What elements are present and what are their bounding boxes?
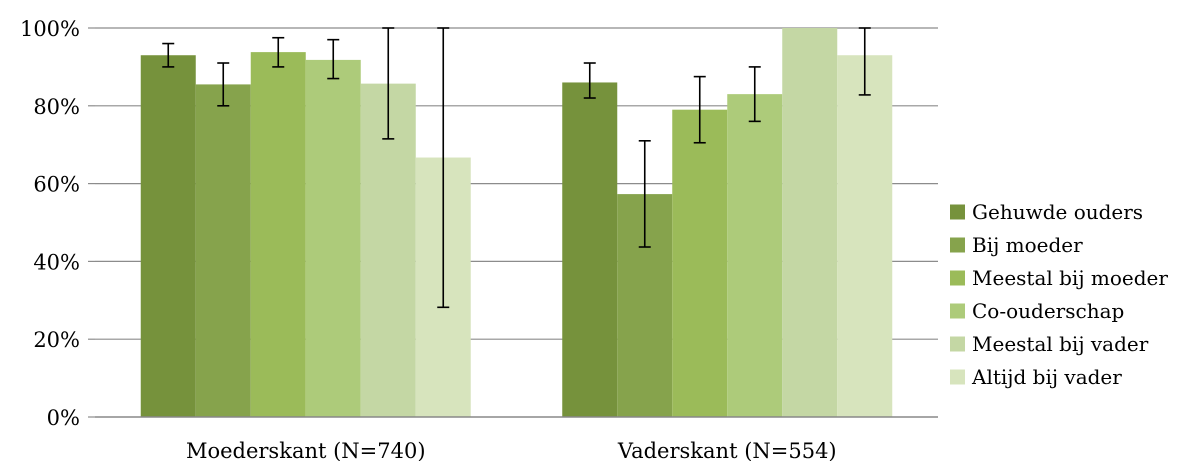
bar <box>562 82 618 418</box>
legend-swatch <box>950 303 965 319</box>
bar <box>672 109 728 417</box>
legend-swatch <box>950 237 965 253</box>
bar <box>195 84 251 417</box>
y-tick-label: 40% <box>33 250 80 274</box>
x-category-label: Vaderskant (N=554) <box>617 439 837 461</box>
y-axis-ticks: 0% 20% 40% 60% 80% 100% <box>20 17 95 430</box>
bar <box>140 55 196 417</box>
y-tick-label: 100% <box>20 17 80 41</box>
bars <box>140 28 893 418</box>
legend-label: Co-ouderschap <box>972 299 1124 323</box>
legend-swatch <box>950 204 965 220</box>
legend: Gehuwde ouders Bij moeder Meestal bij moed… <box>950 200 1168 389</box>
y-tick-label: 60% <box>33 173 80 197</box>
legend-label: Bij moeder <box>972 233 1083 257</box>
legend-label: Altijd bij vader <box>971 365 1122 389</box>
error-bars <box>162 27 871 309</box>
legend-swatch <box>950 369 965 385</box>
bar <box>250 52 306 417</box>
y-tick-label: 0% <box>47 406 80 430</box>
bar <box>782 28 838 417</box>
bar <box>727 94 783 417</box>
y-tick-label: 20% <box>33 328 80 352</box>
bar <box>305 59 361 417</box>
x-category-label: Moederskant (N=740) <box>186 439 426 461</box>
bar <box>837 55 893 417</box>
legend-swatch <box>950 270 965 286</box>
y-tick-label: 80% <box>33 95 80 119</box>
x-axis-categories: Moederskant (N=740) Vaderskant (N=554) <box>186 439 837 461</box>
legend-label: Meestal bij vader <box>972 332 1149 356</box>
legend-label: Gehuwde ouders <box>972 200 1143 224</box>
legend-label: Meestal bij moeder <box>972 266 1168 290</box>
legend-swatch <box>950 336 965 352</box>
